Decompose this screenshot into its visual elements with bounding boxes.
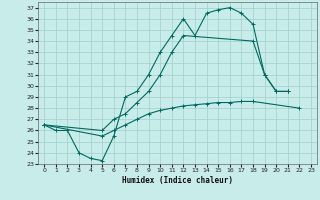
X-axis label: Humidex (Indice chaleur): Humidex (Indice chaleur) xyxy=(122,176,233,185)
